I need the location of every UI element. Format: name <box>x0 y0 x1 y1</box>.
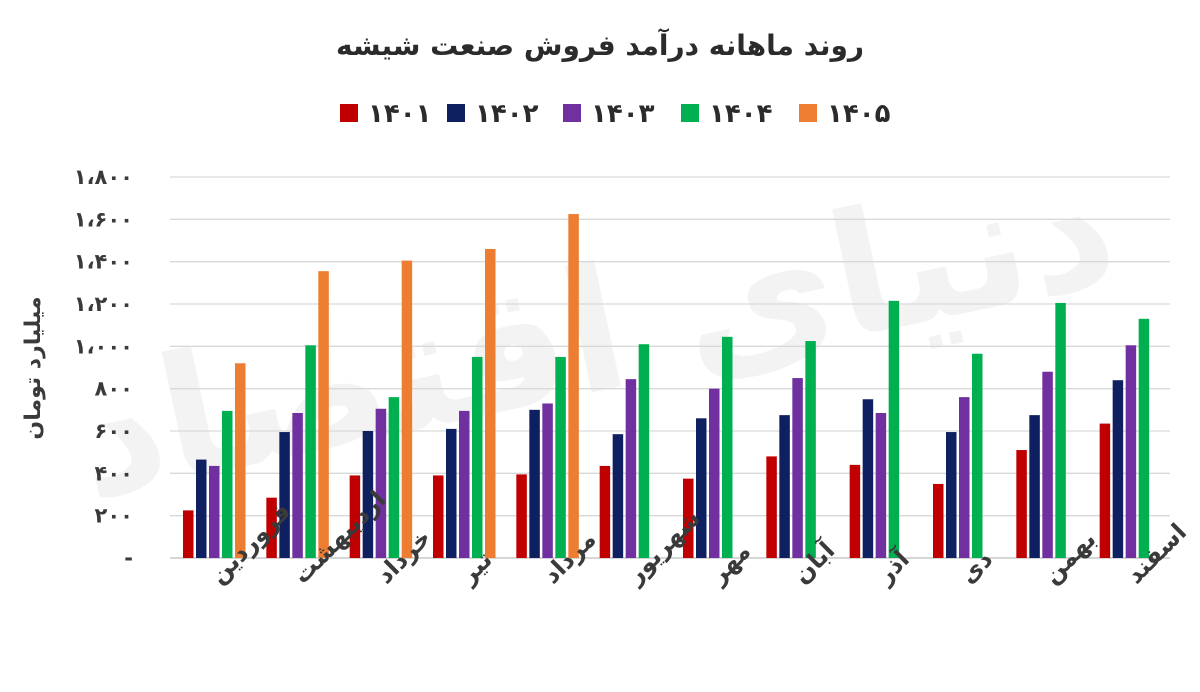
bar <box>433 475 444 558</box>
y-tick-label: - <box>124 546 133 570</box>
bar <box>946 432 957 558</box>
bar <box>318 271 329 558</box>
bar <box>555 356 566 558</box>
bar <box>568 214 579 558</box>
bar <box>1125 345 1137 558</box>
bar <box>1138 318 1150 558</box>
bar <box>209 465 220 558</box>
bar <box>709 388 720 558</box>
legend-label: ۱۴۰۴ <box>709 99 772 129</box>
bar <box>1016 450 1027 558</box>
legend-swatch <box>563 104 581 122</box>
bar <box>472 356 483 558</box>
bar <box>888 300 900 558</box>
y-tick-label: ۸۰۰ <box>95 377 133 401</box>
bar <box>1042 371 1053 558</box>
y-tick-label: ۴۰۰ <box>95 461 133 485</box>
bar <box>625 379 637 558</box>
legend-swatch <box>447 104 465 122</box>
bar <box>388 397 400 558</box>
y-tick-label: ۲۰۰ <box>95 504 133 528</box>
legend: ۱۴۰۱ ۱۴۰۲ ۱۴۰۳ ۱۴۰۴ ۱۴۰۵ <box>340 99 891 129</box>
bar <box>683 478 694 558</box>
bar <box>362 431 374 558</box>
bar <box>542 403 553 558</box>
bar <box>529 409 540 558</box>
bar <box>266 497 277 558</box>
bar <box>235 363 246 558</box>
bar <box>183 510 194 558</box>
bar <box>401 260 413 558</box>
bar <box>375 408 387 558</box>
legend-label: ۱۴۰۲ <box>475 99 539 129</box>
bar <box>972 353 983 558</box>
y-tick-label: ۱،۰۰۰ <box>74 334 133 358</box>
bar <box>222 410 233 558</box>
bar <box>638 344 650 558</box>
bar <box>446 428 457 558</box>
bar <box>292 413 303 558</box>
legend-swatch <box>681 104 699 122</box>
bar <box>1112 380 1124 558</box>
bar <box>305 345 316 558</box>
legend-label: ۱۴۰۵ <box>827 99 891 129</box>
y-tick-label: ۱،۲۰۰ <box>74 292 133 316</box>
bar <box>1029 415 1040 558</box>
bar <box>696 418 707 558</box>
y-tick-label: ۱،۶۰۰ <box>74 207 133 231</box>
bar <box>862 399 874 558</box>
bar <box>1055 302 1066 558</box>
bar <box>485 248 496 558</box>
bar <box>516 474 527 558</box>
legend-swatch <box>340 104 358 122</box>
bars <box>183 214 1150 558</box>
bar <box>792 378 803 558</box>
chart-title: روند ماهانه درآمد فروش صنعت شیشه <box>336 28 864 62</box>
bar <box>196 459 207 558</box>
y-tick-label: ۱،۴۰۰ <box>74 250 133 274</box>
bar <box>459 410 470 558</box>
bar <box>766 456 777 558</box>
bar <box>599 465 611 558</box>
bar <box>1099 423 1111 558</box>
bar <box>849 464 861 558</box>
bar <box>722 336 733 558</box>
y-axis-label: میلیارد تومان <box>21 296 46 439</box>
bar <box>612 434 624 558</box>
y-tick-label: ۱،۸۰۰ <box>74 165 133 189</box>
bar <box>349 475 361 558</box>
bar <box>805 341 816 558</box>
legend-label: ۱۴۰۱ <box>368 99 431 129</box>
bar <box>875 413 887 558</box>
legend-swatch <box>799 104 817 122</box>
gridlines <box>170 176 1170 559</box>
bar <box>279 432 290 558</box>
bar <box>959 397 970 558</box>
bar <box>933 483 944 558</box>
y-tick-label: ۶۰۰ <box>95 419 133 443</box>
bar <box>779 415 790 558</box>
y-axis: - ۲۰۰ ۴۰۰ ۶۰۰ ۸۰۰ ۱،۰۰۰ ۱،۲۰۰ ۱،۴۰۰ ۱،۶۰۰ ۱،۸۰۰ <box>74 165 133 570</box>
legend-label: ۱۴۰۳ <box>591 99 655 129</box>
